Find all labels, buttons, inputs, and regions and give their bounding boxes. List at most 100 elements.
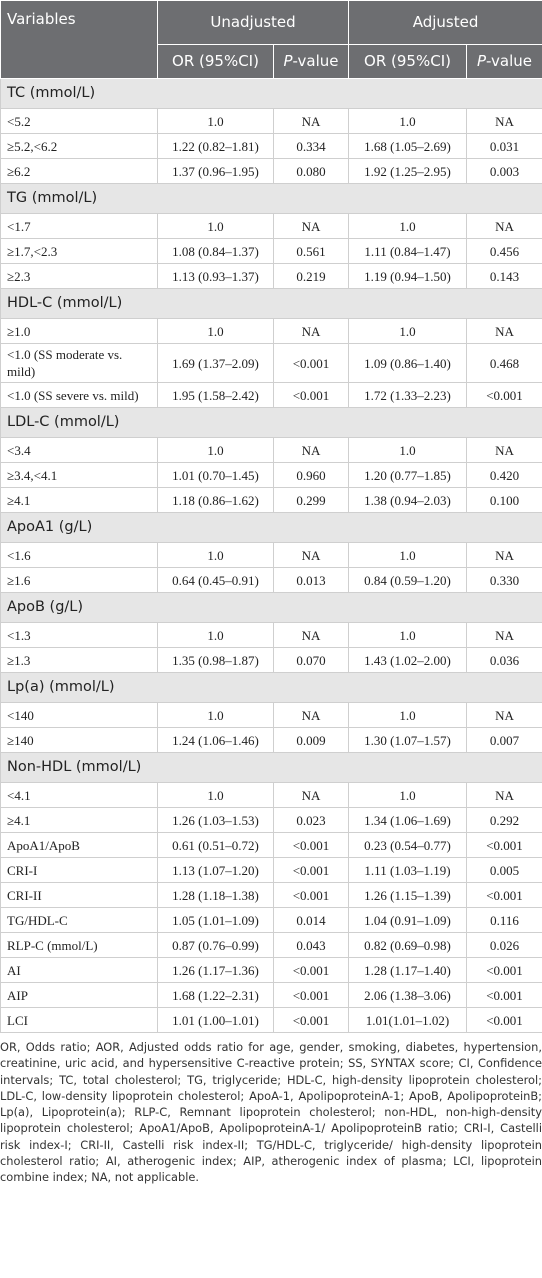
cell: 1.0: [157, 437, 274, 463]
row-label: ≥1.0: [0, 318, 158, 344]
cell: 1.0: [348, 437, 468, 463]
section-title: TC (mmol/L): [0, 78, 542, 109]
cell: 1.28 (1.18–1.38): [157, 882, 274, 908]
cell: 1.0: [157, 108, 274, 134]
row-label: <1.0 (SS moderate vs. mild): [0, 343, 158, 383]
data-row: AI 1.26 (1.17–1.36) <0.001 1.28 (1.17–1.40)…: [0, 957, 542, 983]
footnote: OR, Odds ratio; AOR, Adjusted odds ratio…: [0, 1040, 542, 1185]
cell: 0.014: [272, 907, 350, 933]
cell: NA: [272, 782, 350, 808]
cell: 1.0: [348, 108, 468, 134]
row-label: TG/HDL-C: [0, 907, 158, 933]
cell: 1.05 (1.01–1.09): [157, 907, 274, 933]
cell: 0.330: [466, 567, 542, 593]
cell: 1.04 (0.91–1.09): [348, 907, 468, 933]
cell: <0.001: [466, 832, 542, 858]
header-row: OR (95%CI) P-value OR (95%CI) P-value: [1, 44, 542, 79]
header-row: Variables Unadjusted Adjusted: [0, 0, 542, 79]
cell: 0.87 (0.76–0.99): [157, 932, 274, 958]
cell: 0.64 (0.45–0.91): [157, 567, 274, 593]
cell: 0.070: [272, 647, 350, 673]
cell: 1.11 (0.84–1.47): [348, 238, 468, 264]
cell: NA: [466, 437, 542, 463]
cell: 0.960: [272, 462, 350, 488]
row-label: ≥4.1: [0, 807, 158, 833]
section-title: HDL-C (mmol/L): [0, 288, 542, 319]
cell: 1.0: [348, 782, 468, 808]
row-label: ≥140: [0, 727, 158, 753]
cell: 0.456: [466, 238, 542, 264]
row-label: ≥1.7,<2.3: [0, 238, 158, 264]
cell: 1.18 (0.86–1.62): [157, 487, 274, 513]
section-row: HDL-C (mmol/L): [0, 288, 542, 319]
cell: <0.001: [466, 982, 542, 1008]
cell: 0.007: [466, 727, 542, 753]
cell: 1.0: [348, 702, 468, 728]
cell: NA: [466, 318, 542, 344]
cell: 1.20 (0.77–1.85): [348, 462, 468, 488]
cell: <0.001: [272, 832, 350, 858]
cell: 0.023: [272, 807, 350, 833]
data-row: TG/HDL-C 1.05 (1.01–1.09) 0.014 1.04 (0.91–…: [0, 907, 542, 933]
section-title: TG (mmol/L): [0, 183, 542, 214]
data-row: ≥6.2 1.37 (0.96–1.95) 0.080 1.92 (1.25–2.95…: [0, 158, 542, 184]
cell: 1.0: [157, 318, 274, 344]
cell: 0.468: [466, 343, 542, 383]
cell: 1.01(1.01–1.02): [348, 1007, 468, 1033]
cell: 0.299: [272, 487, 350, 513]
cell: NA: [466, 542, 542, 568]
section-title: Lp(a) (mmol/L): [0, 672, 542, 703]
header-cell: P-value: [466, 44, 542, 79]
cell: <0.001: [466, 1007, 542, 1033]
cell: 1.19 (0.94–1.50): [348, 263, 468, 289]
row-label: AIP: [0, 982, 158, 1008]
cell: 1.0: [157, 542, 274, 568]
data-row: <5.2 1.0 NA 1.0 NA: [0, 108, 542, 134]
header-text: P-value: [283, 52, 339, 70]
cell: 1.09 (0.86–1.40): [348, 343, 468, 383]
cell: <0.001: [272, 957, 350, 983]
cell: 0.043: [272, 932, 350, 958]
cell: 1.43 (1.02–2.00): [348, 647, 468, 673]
cell: 1.95 (1.58–2.42): [157, 382, 274, 408]
cell: 1.13 (0.93–1.37): [157, 263, 274, 289]
cell: 0.009: [272, 727, 350, 753]
cell: 1.30 (1.07–1.57): [348, 727, 468, 753]
cell: 1.22 (0.82–1.81): [157, 133, 274, 159]
cell: 0.82 (0.69–0.98): [348, 932, 468, 958]
row-label: ≥2.3: [0, 263, 158, 289]
cell: 1.68 (1.22–2.31): [157, 982, 274, 1008]
section-title: ApoA1 (g/L): [0, 512, 542, 543]
data-row: CRI-II 1.28 (1.18–1.38) <0.001 1.26 (1.15–1…: [0, 882, 542, 908]
cell: 1.68 (1.05–2.69): [348, 133, 468, 159]
cell: <0.001: [466, 957, 542, 983]
row-label: <1.6: [0, 542, 158, 568]
cell: NA: [466, 702, 542, 728]
data-row: ≥1.7,<2.3 1.08 (0.84–1.37) 0.561 1.11 (0.84…: [0, 238, 542, 264]
data-row: <1.0 (SS moderate vs. mild) 1.69 (1.37–2.…: [0, 343, 542, 383]
row-label: <4.1: [0, 782, 158, 808]
section-row: Lp(a) (mmol/L): [0, 672, 542, 703]
cell: 0.143: [466, 263, 542, 289]
row-label: ≥1.6: [0, 567, 158, 593]
cell: 1.01 (1.00–1.01): [157, 1007, 274, 1033]
table-body: Variables Unadjusted Adjusted OR (95%CI)…: [0, 0, 542, 1033]
cell: 1.0: [348, 318, 468, 344]
data-row: ≥3.4,<4.1 1.01 (0.70–1.45) 0.960 1.20 (0.77…: [0, 462, 542, 488]
cell: <0.001: [272, 1007, 350, 1033]
cell: 1.72 (1.33–2.23): [348, 382, 468, 408]
row-label: RLP-C (mmol/L): [0, 932, 158, 958]
cell: NA: [466, 782, 542, 808]
cell: 1.24 (1.06–1.46): [157, 727, 274, 753]
cell: 0.031: [466, 133, 542, 159]
cell: 1.34 (1.06–1.69): [348, 807, 468, 833]
cell: 0.005: [466, 857, 542, 883]
cell: 1.37 (0.96–1.95): [157, 158, 274, 184]
cell: NA: [272, 702, 350, 728]
data-row: LCI 1.01 (1.00–1.01) <0.001 1.01(1.01–1.02)…: [0, 1007, 542, 1033]
cell: 2.06 (1.38–3.06): [348, 982, 468, 1008]
cell: 1.92 (1.25–2.95): [348, 158, 468, 184]
cell: <0.001: [272, 982, 350, 1008]
data-row: <140 1.0 NA 1.0 NA: [0, 702, 542, 728]
cell: 0.116: [466, 907, 542, 933]
